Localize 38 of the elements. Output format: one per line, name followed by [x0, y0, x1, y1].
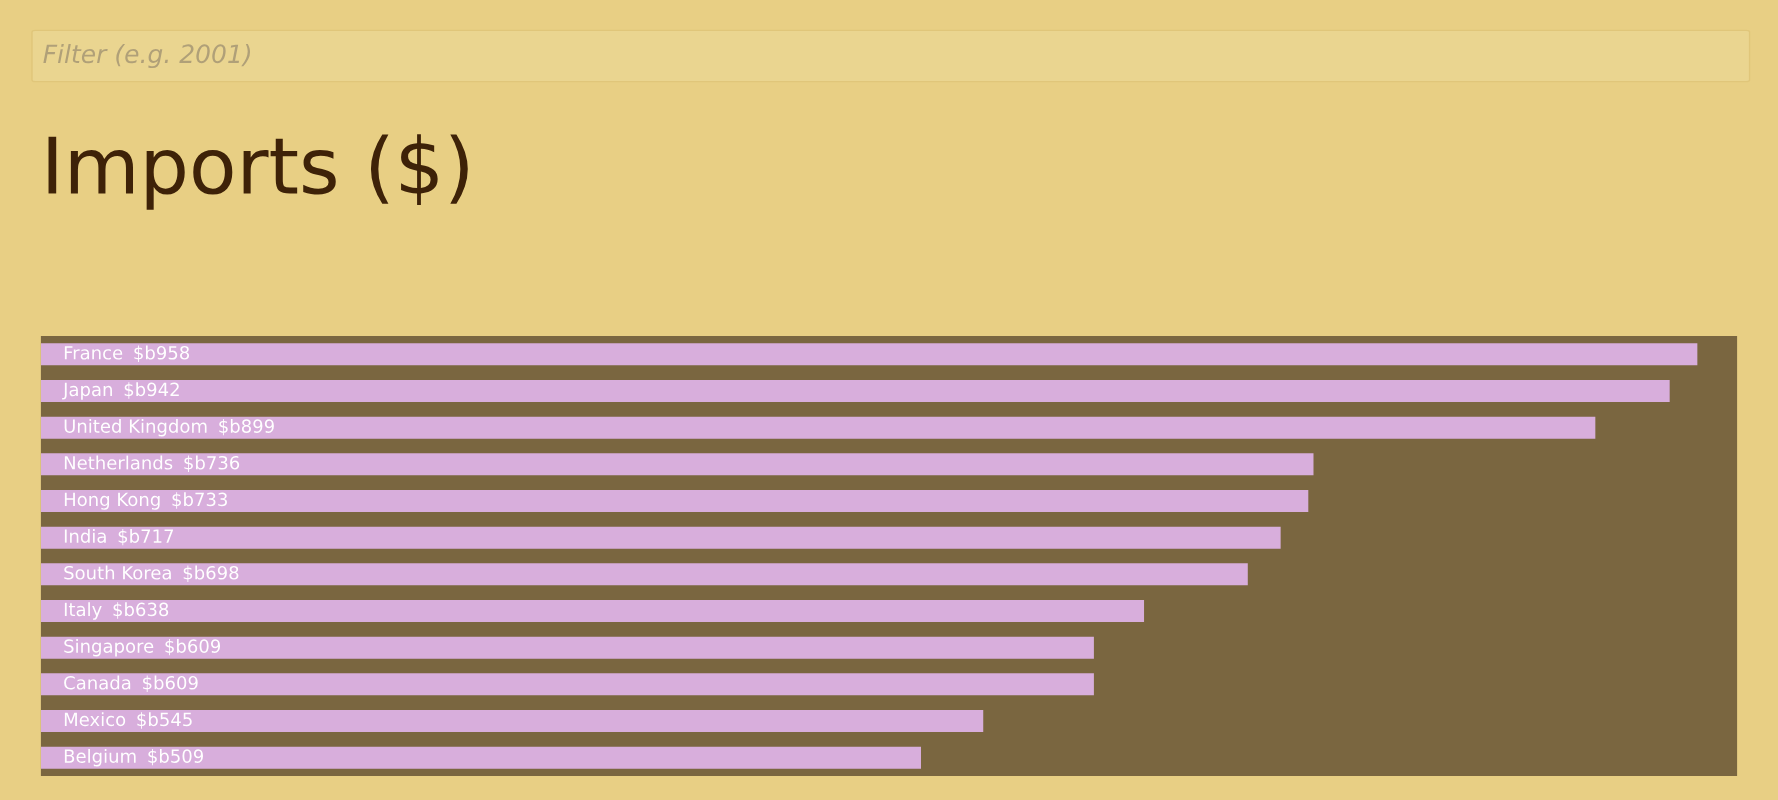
bar [40, 416, 1596, 439]
y-tick-label: Netherlands [64, 455, 173, 470]
bar [40, 746, 921, 769]
y-tick-label: Italy [64, 602, 102, 620]
data-label: $b733 [172, 492, 227, 509]
data-label: $b609 [165, 638, 221, 656]
bar [40, 673, 1094, 696]
data-label: $b899 [219, 418, 274, 436]
y-tick-label: France [64, 346, 123, 360]
data-label: $b942 [124, 382, 179, 399]
bar [40, 526, 1281, 549]
y-tick-label: South Korea [64, 565, 171, 580]
data-label: $b717 [118, 528, 174, 546]
chart-title: Imports ($) [48, 134, 468, 210]
bar [40, 490, 1309, 512]
data-label: $b958 [134, 345, 190, 362]
bar [40, 710, 984, 732]
data-label: $b698 [183, 565, 239, 582]
text: Filter (e.g. 2001) [43, 43, 251, 69]
y-tick-label: Singapore [64, 638, 154, 657]
bar [40, 563, 1248, 586]
data-label: $b736 [184, 455, 240, 472]
data-label: $b638 [113, 602, 169, 619]
bar [40, 453, 1314, 476]
y-tick-label: Belgium [64, 748, 136, 767]
y-tick-label: United Kingdom [64, 418, 207, 437]
bar [40, 343, 1698, 366]
y-tick-label: Mexico [64, 712, 126, 727]
bar [40, 636, 1094, 659]
data-label: $b509 [148, 748, 203, 766]
data-label: $b609 [143, 675, 198, 692]
data-label: $b545 [137, 712, 192, 729]
y-tick-label: Canada [64, 675, 131, 690]
y-tick-label: Japan [62, 382, 112, 400]
y-tick-label: Hong Kong [64, 492, 160, 510]
bar [40, 380, 1670, 402]
y-tick-label: India [64, 528, 106, 543]
bar [40, 600, 1145, 622]
